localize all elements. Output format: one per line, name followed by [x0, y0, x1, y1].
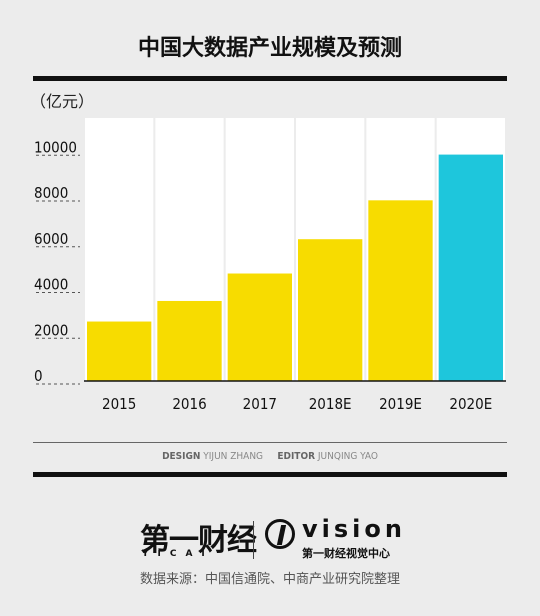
bar-chart: 0 2000 4000 6000 8000 10000 2015 2016 2017 2018E 2…	[34, 118, 506, 413]
credits-rule	[33, 442, 507, 443]
editor-name: JUNQING YAO	[317, 451, 378, 462]
y-tick-label: 10000	[34, 138, 77, 156]
y-tick-label: 2000	[34, 321, 68, 339]
editor-key: EDITOR	[277, 451, 316, 462]
top-rule	[33, 76, 507, 81]
logo-bar: 第一财经 YICAI vision 第一财经视觉中心	[0, 515, 540, 565]
y-tick-label: 6000	[34, 230, 68, 248]
design-key: DESIGN	[162, 451, 201, 462]
x-tick-label: 2018E	[309, 395, 352, 413]
data-source: 数据来源：中国信通院、中商产业研究院整理	[139, 572, 400, 587]
bar	[368, 200, 433, 381]
chart-title: 中国大数据产业规模及预测	[137, 36, 402, 61]
y-tick-label: 0	[34, 367, 43, 385]
y-tick-label: 8000	[34, 184, 68, 202]
yicai-logo: 第一财经	[140, 523, 257, 558]
bottom-rule	[33, 472, 507, 477]
yicai-logo-pinyin: YICAI	[142, 549, 214, 559]
x-tick-label: 2019E	[379, 395, 422, 413]
bar	[298, 239, 363, 381]
vision-mark-icon	[265, 519, 295, 549]
logo-separator	[253, 521, 254, 559]
vision-logo: vision	[302, 515, 406, 543]
bar	[227, 273, 292, 381]
x-tick-label: 2015	[102, 395, 136, 413]
y-tick-label: 4000	[34, 276, 68, 294]
design-name: YIJUN ZHANG	[203, 451, 264, 462]
credits-line: DESIGN YIJUN ZHANG EDITOR JUNQING YAO	[0, 451, 540, 462]
bar	[87, 321, 152, 381]
vision-logo-subtitle: 第一财经视觉中心	[302, 547, 390, 560]
bar	[157, 300, 222, 381]
x-tick-label: 2020E	[449, 395, 492, 413]
x-tick-label: 2017	[243, 395, 277, 413]
x-tick-label: 2016	[172, 395, 206, 413]
unit-label: （亿元）	[30, 92, 95, 111]
bar	[438, 154, 503, 381]
